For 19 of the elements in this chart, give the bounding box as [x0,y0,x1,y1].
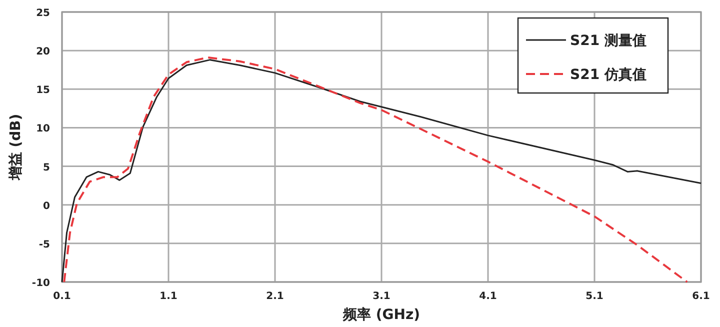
x-tick-label: 4.1 [479,291,497,302]
x-tick-label: 5.1 [586,291,604,302]
x-tick-label: 2.1 [266,291,284,302]
y-tick-label: 20 [36,46,50,58]
y-tick-label: -5 [38,239,50,250]
legend-label: S21 仿真值 [570,67,646,83]
y-axis-title: 增益 (dB) [8,114,24,182]
x-tick-label: 6.1 [692,291,710,302]
x-tick-label: 1.1 [160,291,178,302]
x-tick-label: 0.1 [53,291,71,302]
y-tick-label: 0 [43,200,50,212]
x-tick-label: 3.1 [372,291,390,302]
y-tick-label: 10 [36,124,50,135]
y-tick-label: -10 [32,278,50,289]
legend-label: S21 测量值 [570,33,646,49]
x-axis-title: 频率 (GHz) [342,306,420,323]
y-tick-label: 25 [36,8,50,19]
y-tick-label: 5 [43,162,50,174]
y-tick-label: 15 [36,85,50,96]
